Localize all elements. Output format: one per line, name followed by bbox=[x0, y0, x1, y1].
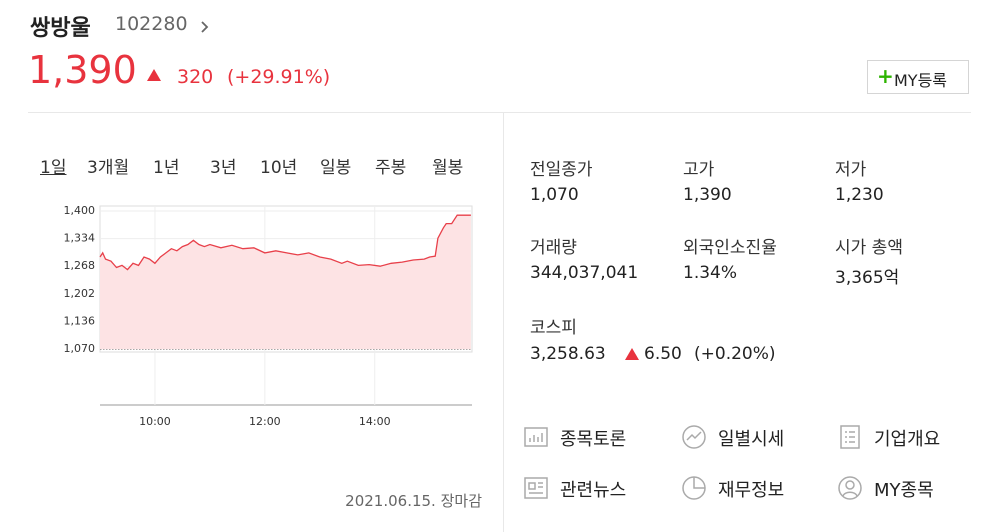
y-tick-label: 1,400 bbox=[64, 204, 96, 217]
price-change: 320 bbox=[177, 66, 214, 88]
y-tick-label: 1,202 bbox=[64, 287, 96, 300]
period-tab[interactable]: 3년 bbox=[210, 158, 237, 178]
period-tab[interactable]: 월봉 bbox=[432, 158, 464, 178]
divider bbox=[503, 113, 504, 532]
up-icon bbox=[147, 69, 161, 81]
my-button[interactable]: + MY등록 bbox=[867, 60, 969, 94]
period-tab[interactable]: 1년 bbox=[153, 158, 180, 178]
period-tab[interactable]: 주봉 bbox=[375, 158, 407, 178]
link-icon[interactable] bbox=[524, 476, 548, 500]
info-value: 344,037,041 bbox=[530, 263, 639, 283]
area bbox=[100, 215, 471, 350]
up-icon bbox=[625, 348, 639, 360]
info-value: 1,230 bbox=[835, 185, 884, 205]
stock-code[interactable]: 102280 bbox=[115, 13, 188, 35]
line bbox=[99, 214, 471, 271]
y-tick-label: 1,070 bbox=[64, 342, 96, 355]
index-value: 3,258.63 bbox=[530, 344, 606, 364]
period-tab[interactable]: 1일 bbox=[40, 158, 67, 178]
info-value: 1,070 bbox=[530, 185, 579, 205]
link[interactable]: 재무정보 bbox=[718, 480, 785, 501]
link[interactable]: 기업개요 bbox=[874, 429, 941, 450]
index-name: 코스피 bbox=[530, 318, 577, 338]
info-label: 전일종가 bbox=[530, 160, 593, 180]
period-tab[interactable]: 일봉 bbox=[320, 158, 352, 178]
index-change-rate: (+0.20%) bbox=[694, 344, 776, 364]
period-tab[interactable]: 3개월 bbox=[87, 158, 130, 178]
link-icon[interactable] bbox=[682, 476, 706, 500]
link[interactable]: 종목토론 bbox=[560, 429, 627, 450]
my-button-label: MY등록 bbox=[894, 71, 948, 90]
y-tick-label: 1,268 bbox=[64, 259, 96, 272]
info-label: 고가 bbox=[683, 160, 715, 180]
period-tab[interactable]: 10년 bbox=[260, 158, 298, 178]
link-icon[interactable] bbox=[524, 425, 548, 449]
y-tick-label: 1,136 bbox=[64, 314, 96, 327]
footer: 2021.06.15. 장마감 bbox=[345, 492, 482, 510]
plus-icon: + bbox=[877, 64, 894, 88]
link-icon[interactable] bbox=[682, 425, 706, 449]
link-icon[interactable] bbox=[838, 476, 862, 500]
info-label: 외국인소진율 bbox=[683, 238, 777, 258]
link[interactable]: MY종목 bbox=[874, 480, 934, 501]
price-change-rate: (+29.91%) bbox=[227, 66, 331, 88]
price: 1,390 bbox=[28, 48, 137, 92]
info-value: 1.34% bbox=[683, 263, 738, 283]
info-value: 3,365억 bbox=[835, 268, 900, 288]
chart: 10:00 12:00 14:00 1,400 1,334 1,268 1,202 1,136… bbox=[64, 204, 473, 428]
divider bbox=[28, 112, 971, 113]
info-label: 거래량 bbox=[530, 238, 577, 258]
link[interactable]: 관련뉴스 bbox=[560, 480, 627, 501]
x-tick-label: 10:00 bbox=[139, 415, 171, 428]
x-tick-label: 14:00 bbox=[359, 415, 391, 428]
x-tick-label: 12:00 bbox=[249, 415, 281, 428]
stock-name[interactable]: 쌍방울 bbox=[30, 16, 91, 41]
info-value: 1,390 bbox=[683, 185, 732, 205]
code-arrow[interactable] bbox=[200, 20, 210, 34]
index-change: 6.50 bbox=[644, 344, 682, 364]
info-label: 저가 bbox=[835, 160, 867, 180]
y-tick-label: 1,334 bbox=[64, 232, 96, 245]
info-label: 시가 총액 bbox=[835, 238, 903, 258]
link[interactable]: 일별시세 bbox=[718, 429, 785, 450]
link-icon[interactable] bbox=[838, 425, 862, 449]
